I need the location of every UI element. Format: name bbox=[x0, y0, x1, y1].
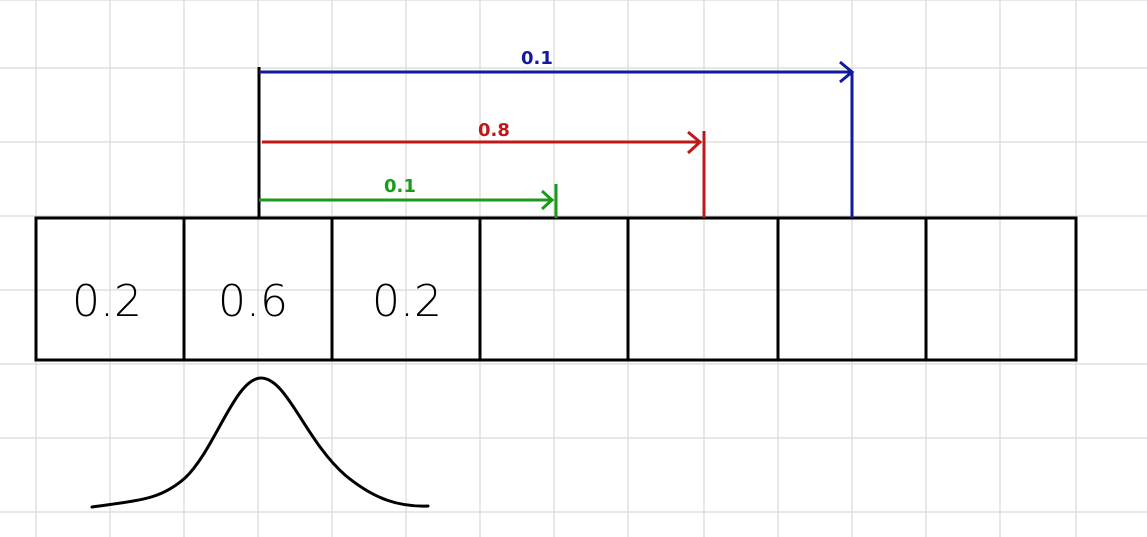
cell-6 bbox=[924, 216, 1078, 362]
cell-4 bbox=[626, 216, 780, 362]
arrow-green-label: 0.1 bbox=[384, 176, 416, 197]
arrow-red-head bbox=[686, 130, 703, 155]
cell-row: 0.2 0.6 0.2 bbox=[34, 216, 1078, 362]
arrow-green-head bbox=[540, 189, 555, 211]
cell-label-2: 0.2 bbox=[372, 276, 442, 327]
arrow-blue: 0.1 bbox=[259, 48, 855, 218]
arrow-red: 0.8 bbox=[262, 120, 706, 218]
bell-curve bbox=[90, 376, 430, 509]
cell-label-0: 0.2 bbox=[72, 276, 142, 327]
arrow-blue-label: 0.1 bbox=[521, 48, 553, 69]
arrow-red-label: 0.8 bbox=[478, 120, 510, 141]
arrow-green: 0.1 bbox=[259, 176, 558, 218]
cell-label-1: 0.6 bbox=[218, 276, 288, 327]
